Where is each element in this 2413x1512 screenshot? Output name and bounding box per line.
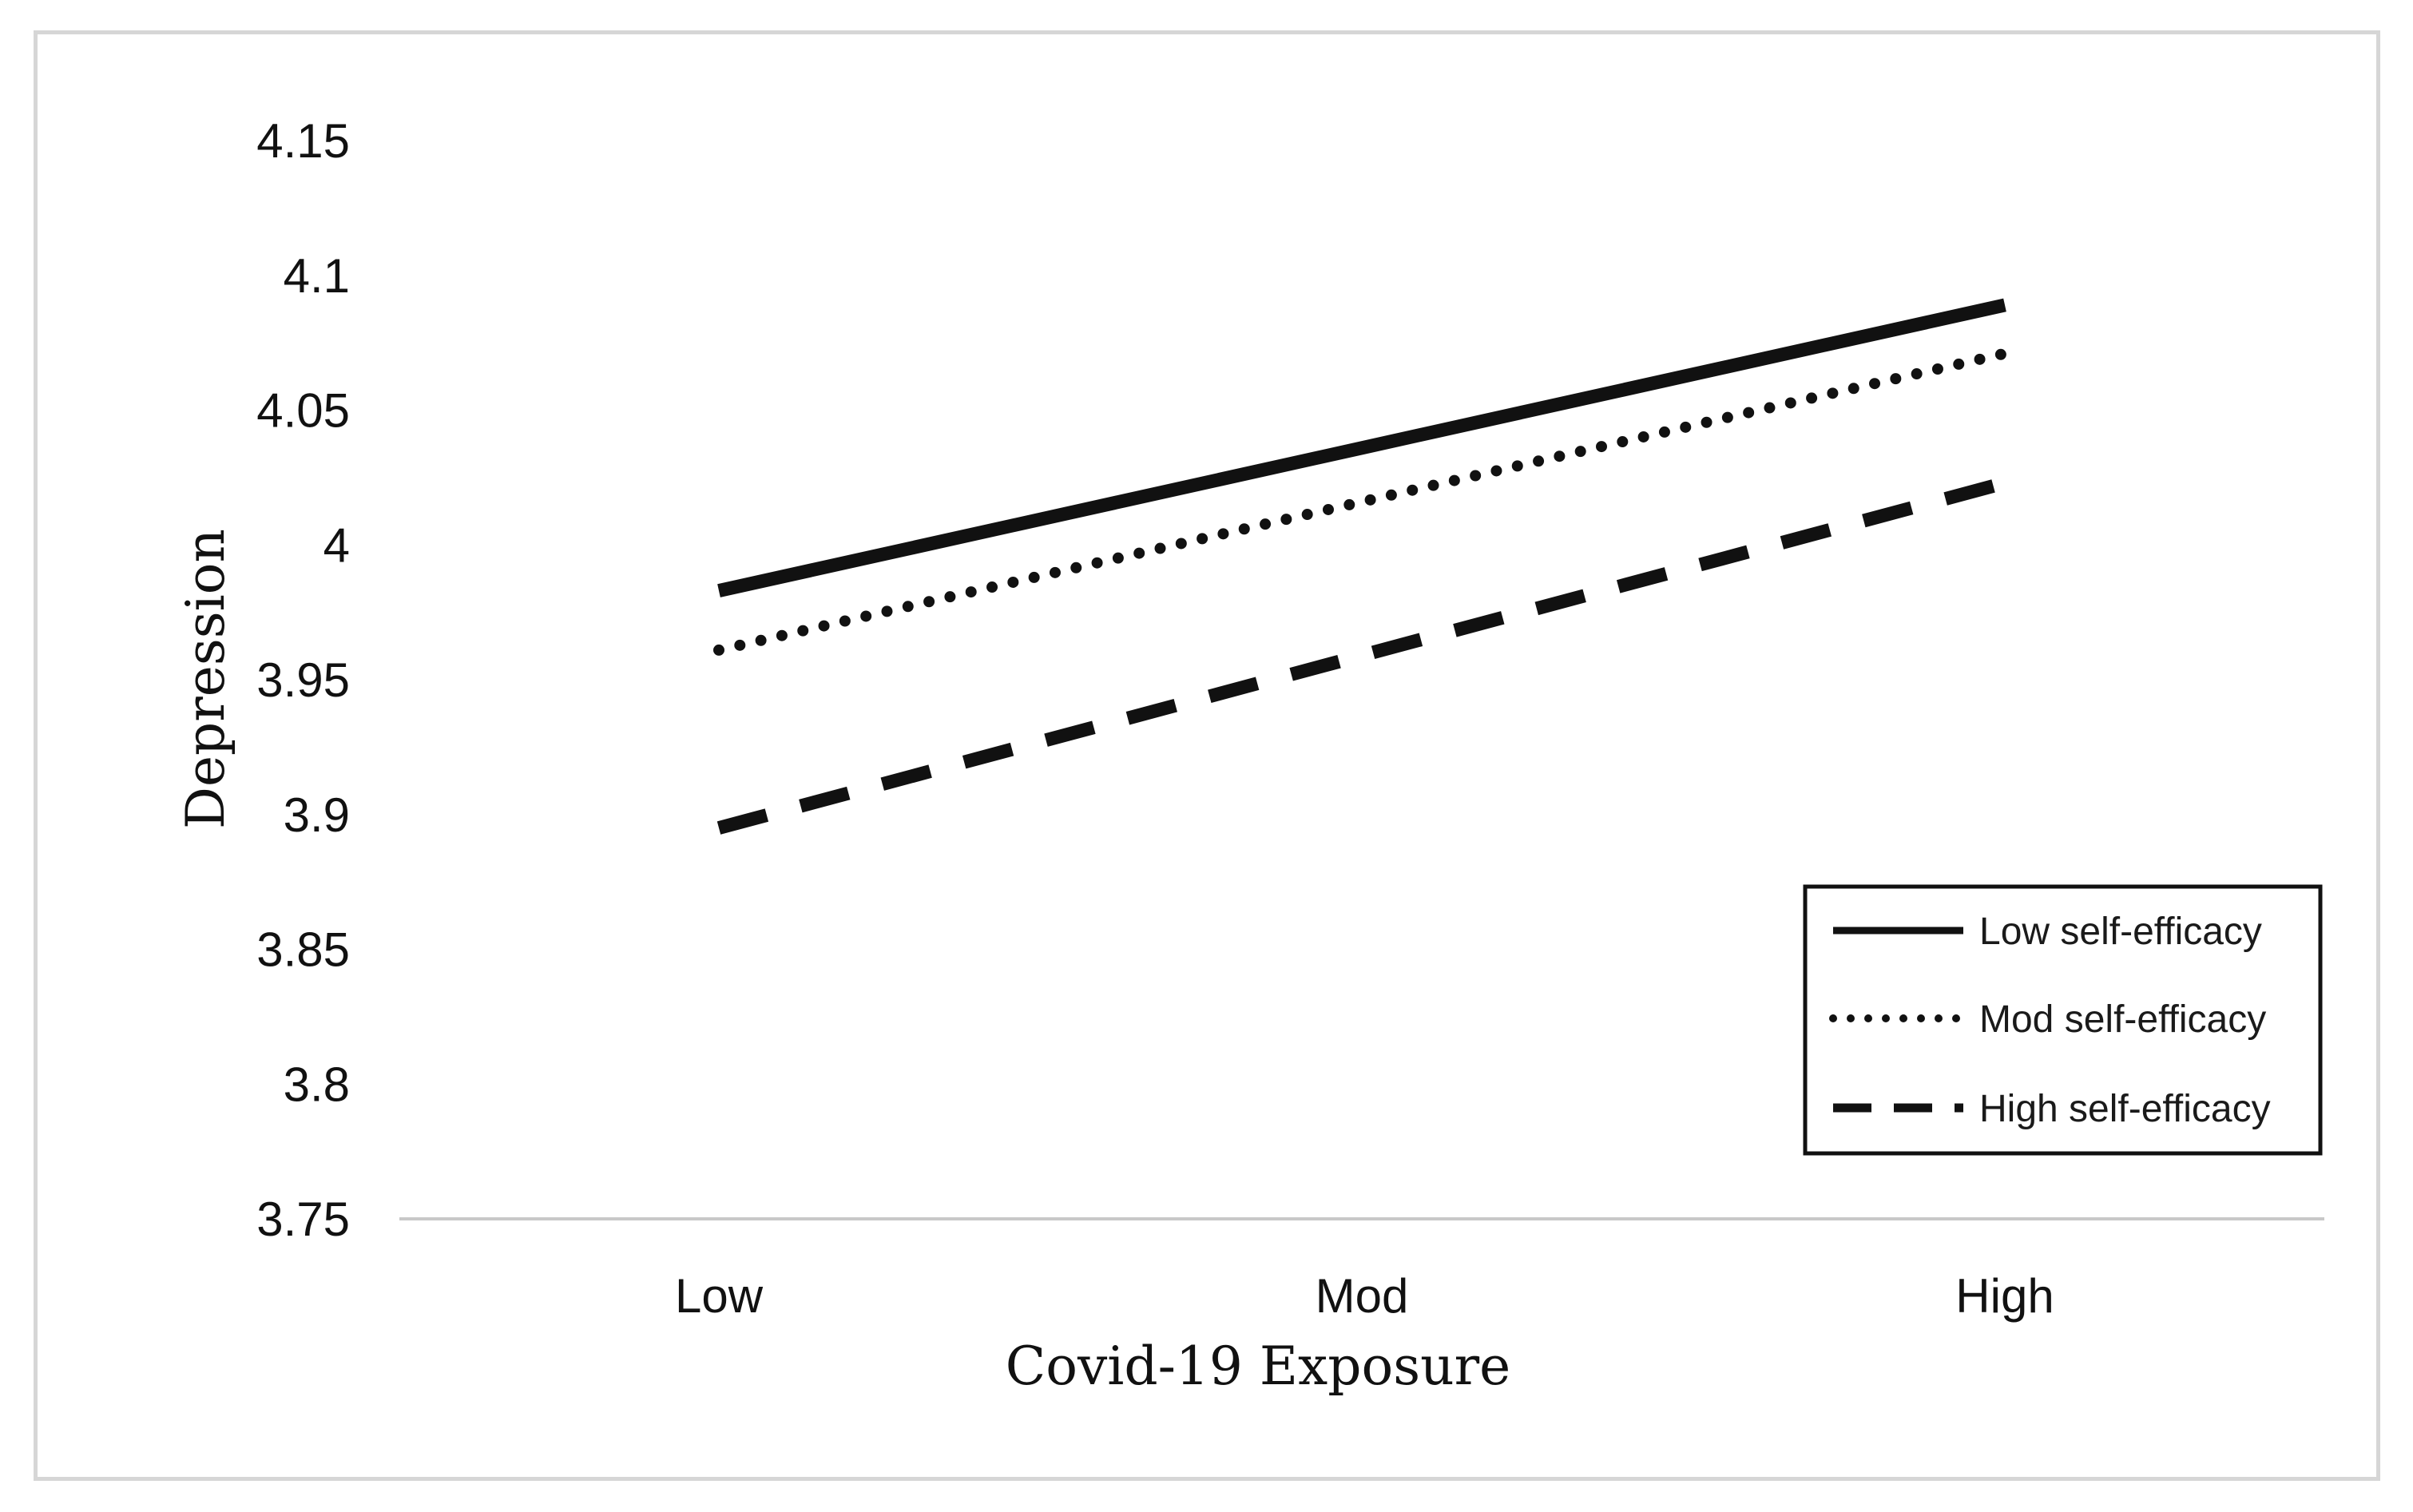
x-tick-label: Low <box>675 1269 764 1323</box>
y-tick-label: 3.8 <box>284 1058 350 1111</box>
y-axis-ticks: 3.75 3.8 3.85 3.9 3.95 4 4.05 4.1 4.15 <box>256 114 350 1246</box>
series-lines <box>713 298 2010 835</box>
x-axis-title: Covid-19 Exposure <box>1006 1335 1511 1397</box>
x-tick-label: High <box>1955 1269 2054 1323</box>
series-line-dashed <box>716 476 2007 835</box>
legend-label: High self-efficacy <box>1979 1088 2271 1130</box>
y-tick-label: 4.1 <box>284 249 350 303</box>
x-tick-label: Mod <box>1316 1269 1409 1323</box>
y-tick-label: 4 <box>323 518 350 572</box>
y-tick-label: 3.95 <box>256 653 350 707</box>
legend-label: Mod self-efficacy <box>1979 998 2266 1041</box>
y-axis-title: Depression <box>175 529 236 829</box>
y-tick-label: 4.05 <box>256 384 350 438</box>
y-tick-label: 3.9 <box>284 788 350 842</box>
series-line-dotted <box>713 347 2010 656</box>
legend-label: Low self-efficacy <box>1979 911 2262 953</box>
series-line-solid <box>717 298 2006 597</box>
chart-frame <box>34 30 2380 1481</box>
x-axis-ticks: Low Mod High <box>675 1269 2054 1323</box>
y-tick-label: 4.15 <box>256 114 350 168</box>
legend: Low self-efficacy Mod self-efficacy High s… <box>1803 884 2323 1156</box>
y-tick-label: 3.85 <box>256 923 350 977</box>
y-tick-label: 3.75 <box>256 1193 350 1246</box>
